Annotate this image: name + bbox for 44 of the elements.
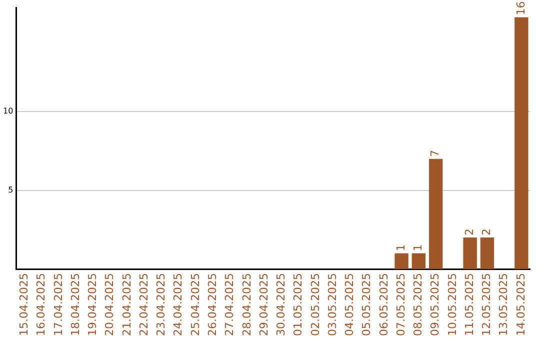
x-tick-label: 03.05.2025 bbox=[326, 273, 339, 336]
x-tick-label: 29.04.2025 bbox=[257, 273, 270, 336]
x-tick-label: 05.05.2025 bbox=[360, 273, 374, 336]
x-tick-label: 21.04.2025 bbox=[120, 273, 134, 336]
x-tick-label: 22.04.2025 bbox=[137, 273, 150, 336]
data-label: 7 bbox=[428, 150, 442, 157]
x-tick-label: 27.04.2025 bbox=[223, 273, 236, 336]
x-tick-label: 11.05.2025 bbox=[462, 273, 476, 336]
x-tick-label: 23.04.2025 bbox=[154, 273, 168, 336]
data-label: 16 bbox=[514, 1, 528, 16]
x-tick-label: 20.04.2025 bbox=[103, 273, 116, 336]
x-tick-label: 09.05.2025 bbox=[428, 273, 442, 336]
x-tick-label: 13.05.2025 bbox=[497, 273, 510, 336]
x-tick-label: 16.04.2025 bbox=[34, 273, 48, 336]
bar bbox=[463, 238, 477, 270]
x-tick-label: 02.05.2025 bbox=[308, 273, 322, 336]
x-tick-label: 18.04.2025 bbox=[68, 273, 82, 336]
x-tick-label: 14.05.2025 bbox=[514, 273, 528, 336]
data-label: 1 bbox=[394, 244, 408, 252]
x-tick-label: 12.05.2025 bbox=[480, 273, 494, 336]
y-tick-label: 10 bbox=[2, 106, 14, 116]
x-tick-label: 25.04.2025 bbox=[188, 273, 202, 336]
data-label: 2 bbox=[480, 228, 494, 236]
x-tick-label: 01.05.2025 bbox=[292, 273, 305, 336]
bar bbox=[412, 253, 426, 270]
bar bbox=[394, 253, 408, 270]
x-tick-label: 24.04.2025 bbox=[172, 273, 185, 336]
x-tick-label: 28.04.2025 bbox=[240, 273, 254, 336]
x-tick-label: 10.05.2025 bbox=[446, 273, 459, 336]
y-tick-label: 5 bbox=[8, 185, 14, 194]
x-tick-label: 08.05.2025 bbox=[412, 273, 425, 336]
bar bbox=[480, 238, 494, 270]
bar bbox=[428, 158, 443, 270]
bar bbox=[514, 17, 528, 270]
x-tick-label: 07.05.2025 bbox=[394, 273, 408, 336]
x-tick-label: 17.04.2025 bbox=[52, 273, 65, 336]
data-label: 2 bbox=[462, 228, 476, 236]
data-label: 1 bbox=[412, 244, 425, 252]
x-tick-label: 30.04.2025 bbox=[274, 273, 288, 336]
x-tick-label: 26.04.2025 bbox=[206, 273, 220, 336]
x-tick-label: 06.05.2025 bbox=[377, 273, 390, 336]
x-tick-label: 15.04.2025 bbox=[18, 273, 31, 336]
x-tick-label: 04.05.2025 bbox=[343, 273, 356, 336]
x-tick-label: 19.04.2025 bbox=[86, 273, 100, 336]
